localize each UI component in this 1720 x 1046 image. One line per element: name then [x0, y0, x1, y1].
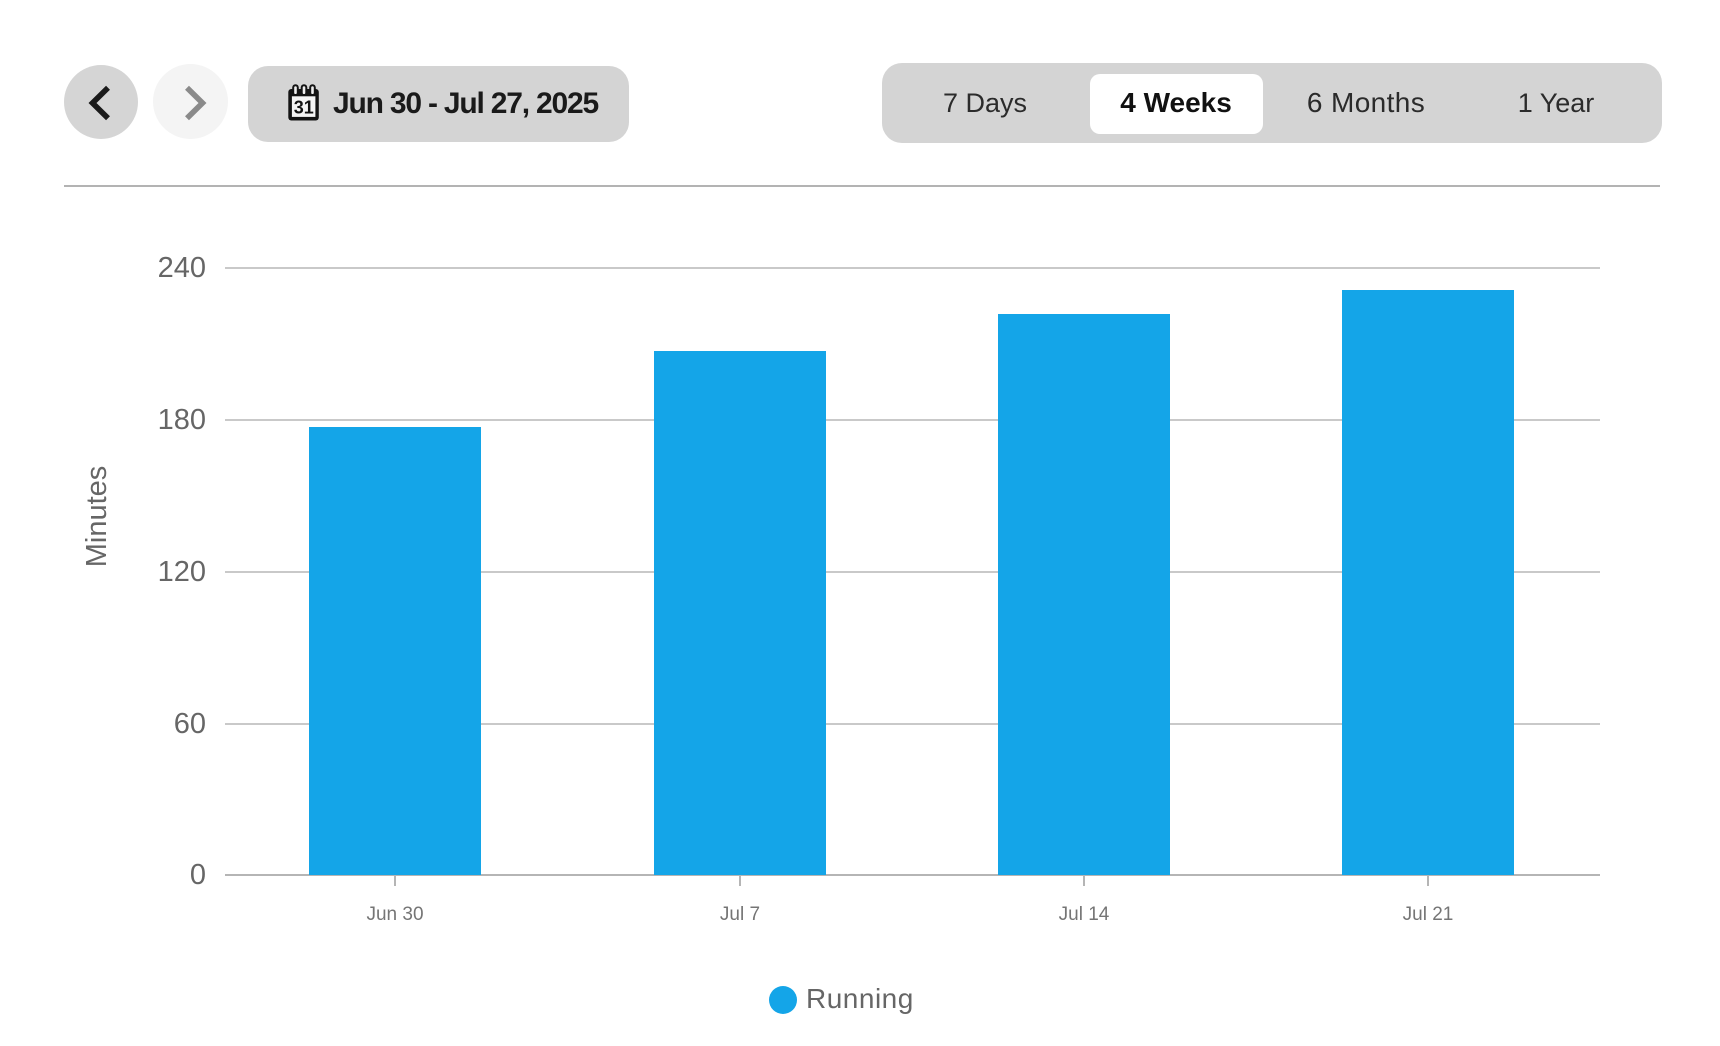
svg-text:31: 31	[294, 98, 314, 118]
